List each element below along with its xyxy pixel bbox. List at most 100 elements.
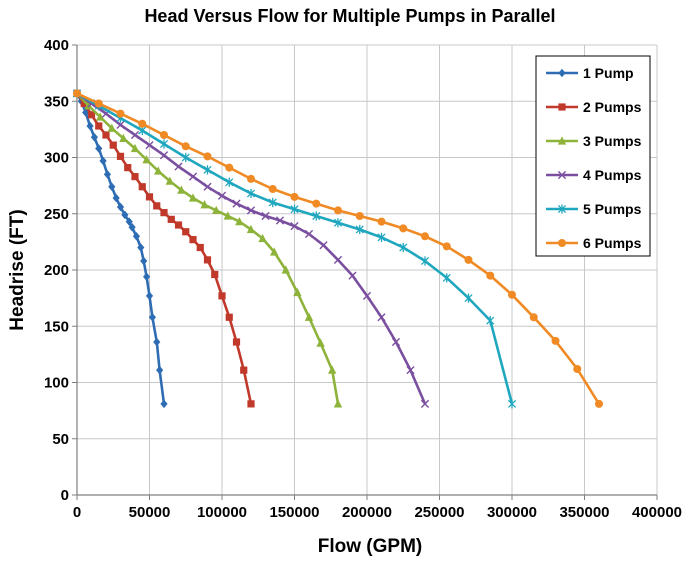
series-3-pumps-point — [200, 200, 209, 209]
series-1-pump-point — [90, 133, 98, 142]
series-3-pumps-point — [212, 205, 221, 214]
series-2-pumps-point — [116, 152, 125, 160]
series-4-pumps-point — [304, 229, 314, 239]
series-2-pumps-point — [218, 292, 226, 300]
series-4-pumps-point — [203, 182, 212, 191]
x-tick-label: 0 — [73, 504, 81, 521]
series-1-pump-point — [99, 156, 107, 166]
series-6-pumps-point — [486, 271, 495, 280]
series-3-pumps-point — [188, 193, 198, 202]
series-5-pumps-point — [246, 188, 256, 199]
series-6-pumps-point — [116, 109, 125, 118]
series-1-pump-point — [143, 272, 151, 281]
series-4-pumps-point — [116, 120, 125, 129]
y-tick-label: 300 — [44, 150, 69, 167]
series-5-pumps-point — [377, 232, 386, 242]
y-tick-label: 150 — [44, 318, 69, 335]
series-4-pumps-point — [145, 141, 154, 150]
x-tick-label: 50000 — [129, 504, 171, 521]
series-2-pumps-point — [109, 141, 117, 149]
legend-2-pumps-label: 2 Pumps — [583, 99, 642, 115]
series-1-pump-point — [121, 210, 129, 220]
series-4-pumps-point — [217, 191, 227, 200]
series-6-pumps-point — [595, 399, 603, 408]
y-tick-label: 100 — [44, 375, 69, 392]
series-2-pumps-point — [182, 228, 190, 236]
series-6-pumps-point — [464, 255, 473, 264]
series-2-pumps-point — [80, 99, 88, 108]
series-6-pumps-point — [421, 232, 429, 241]
series-5-pumps-point — [268, 197, 277, 208]
series-5-pumps-point — [464, 293, 473, 303]
series-3-pumps-point — [130, 143, 140, 153]
series-3-pumps-point — [119, 133, 128, 142]
series-2-pumps-point — [174, 221, 183, 229]
series-1-pump-point — [132, 232, 141, 241]
series-3-pumps-point — [281, 265, 290, 274]
series-1-pump-point — [108, 182, 116, 191]
series-6-pumps-point — [551, 336, 560, 345]
series-2-pumps-point — [167, 215, 175, 223]
series-1-pump-point — [148, 313, 156, 322]
series-1-pump-point — [128, 223, 136, 232]
series-5-pumps-point — [159, 139, 169, 149]
series-6-pumps-point — [94, 99, 103, 108]
x-tick-label: 400000 — [632, 504, 682, 521]
series-1-pump-point — [160, 399, 168, 409]
series-1-pump-point — [156, 365, 164, 375]
series-3-pumps-point — [333, 399, 343, 408]
series-1-pump-point — [86, 121, 94, 131]
series-4-pumps-point — [290, 222, 299, 231]
series-2-pumps-point — [247, 400, 255, 408]
series-4-pumps-point — [174, 162, 183, 171]
series-4-pumps-point — [130, 130, 140, 140]
series-6-pumps-point — [508, 290, 516, 299]
series-6-pumps-point — [247, 174, 255, 183]
series-3-pumps-point — [223, 211, 232, 220]
series-3-pumps-point — [165, 176, 174, 185]
x-tick-label: 200000 — [342, 504, 392, 521]
series-5-pumps-point — [399, 242, 408, 253]
series-5-pumps-point — [486, 316, 495, 326]
series-6-pumps-point — [268, 185, 277, 193]
y-tick-label: 0 — [61, 487, 69, 504]
series-6-pumps-point — [442, 242, 451, 251]
series-6-pumps-point — [290, 192, 299, 201]
series-5-pumps-point — [181, 152, 190, 163]
series-6-pumps-point — [334, 206, 342, 215]
series-6-pumps-point — [73, 89, 81, 98]
series-4-pumps-point — [362, 291, 372, 300]
series-3-pumps-point — [142, 155, 151, 164]
series-3-pumps-point — [316, 338, 325, 347]
x-tick-label: 150000 — [269, 504, 319, 521]
series-5-pumps-point — [420, 256, 430, 266]
series-4-pumps-point — [333, 255, 343, 264]
series-6-pumps-point — [160, 131, 168, 139]
series-3-pumps-point — [246, 224, 256, 234]
series-3-pumps-point — [235, 217, 244, 226]
y-tick-label: 400 — [44, 37, 69, 54]
series-4-pumps-point — [246, 206, 256, 215]
y-tick-label: 200 — [44, 262, 69, 279]
series-1-pump-point — [116, 202, 125, 212]
series-6-pumps-point — [399, 224, 408, 233]
series-2-pumps-point — [196, 243, 204, 252]
legend-1-pump-label: 1 Pump — [583, 65, 634, 81]
series-4-pumps-point — [261, 211, 270, 221]
series-1-pump-point — [103, 170, 112, 179]
series-3-pumps-point — [107, 123, 116, 132]
series-5-pumps-point — [507, 399, 517, 409]
series-6-pumps-point — [573, 365, 582, 373]
series-3-pumps-point — [304, 312, 314, 321]
series-1-pump-point — [125, 217, 133, 226]
y-tick-label: 50 — [52, 431, 69, 448]
series-2-pumps-point — [225, 313, 233, 321]
series-6-pumps-point — [181, 142, 190, 151]
series-2-pumps-point — [203, 256, 212, 264]
series-1-pump-point — [140, 256, 148, 266]
legend-6-pumps-label: 6 Pumps — [583, 235, 642, 251]
series-3-pumps-line — [76, 92, 340, 405]
series-2-pumps-point — [138, 183, 146, 191]
series-1-pump-point — [95, 144, 103, 153]
